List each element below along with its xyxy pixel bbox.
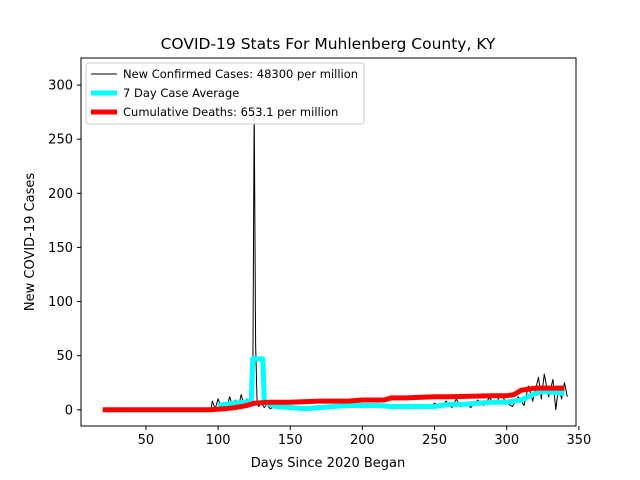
chart-title: COVID-19 Stats For Muhlenberg County, KY: [161, 35, 496, 53]
y-tick-label: 100: [48, 295, 73, 310]
x-axis-label: Days Since 2020 Began: [251, 456, 406, 471]
y-axis-label: New COVID-19 Cases: [23, 173, 38, 311]
x-tick-label: 350: [566, 433, 591, 448]
series-line-3: [102, 385, 565, 413]
x-tick-label: 50: [138, 433, 155, 448]
x-tick-label: 100: [206, 433, 231, 448]
x-tick-label: 200: [350, 433, 375, 448]
legend-label-1: New Confirmed Cases: 48300 per million: [123, 67, 358, 81]
y-tick-label: 200: [48, 187, 73, 202]
y-tick-label: 0: [65, 403, 73, 418]
series-line-2: [217, 356, 565, 412]
y-tick-label: 300: [48, 79, 73, 94]
y-tick-label: 250: [48, 133, 73, 148]
legend: New Confirmed Cases: 48300 per million 7 …: [85, 62, 365, 125]
plot-frame: [80, 57, 577, 427]
y-axis-ticks: 0 50 100 150 200 250 300: [48, 79, 81, 418]
x-tick-label: 150: [278, 433, 303, 448]
legend-label-2: 7 Day Case Average: [123, 86, 239, 100]
y-tick-label: 50: [56, 349, 73, 364]
x-axis-ticks: 50 100 150 200 250 300 350: [138, 426, 591, 448]
legend-box: [85, 62, 365, 125]
x-tick-label: 250: [422, 433, 447, 448]
series-layer: [102, 106, 568, 413]
y-tick-label: 150: [48, 241, 73, 256]
legend-label-3: Cumulative Deaths: 653.1 per million: [123, 105, 338, 119]
x-tick-label: 300: [494, 433, 519, 448]
